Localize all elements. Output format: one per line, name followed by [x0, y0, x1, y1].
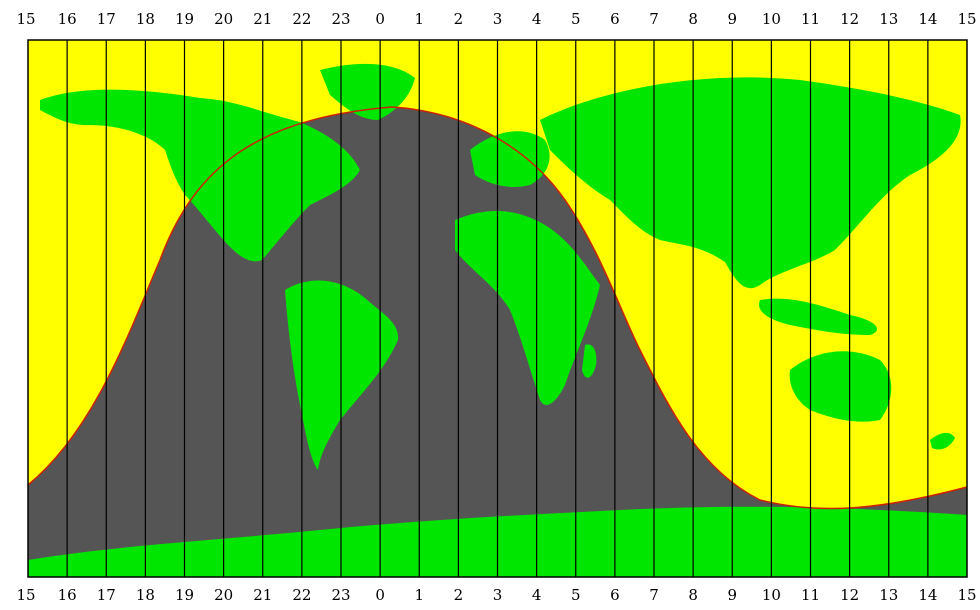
landmass-australia — [789, 351, 892, 422]
bottom-hour-label: 3 — [493, 586, 503, 604]
top-hour-label: 11 — [801, 10, 820, 28]
top-hour-label: 7 — [649, 10, 659, 28]
landmass-greenland — [320, 63, 415, 120]
top-hour-label: 21 — [253, 10, 272, 28]
landmass-indonesia — [759, 298, 878, 335]
top-hour-label: 9 — [727, 10, 737, 28]
time-zone-grid — [66, 40, 929, 577]
top-hour-label: 10 — [762, 10, 781, 28]
bottom-hour-label: 10 — [762, 586, 781, 604]
landmass-asia — [540, 77, 961, 289]
bottom-hour-label: 17 — [97, 586, 116, 604]
bottom-hour-labels: 15 16 17 18 19 20 21 22 23 0 1 2 3 4 5 6 7 8 9 10 11 12 13 14 15 — [16, 586, 976, 604]
bottom-hour-label: 19 — [175, 586, 194, 604]
landmass-north-america — [40, 89, 360, 262]
bottom-hour-label: 5 — [571, 586, 581, 604]
bottom-hour-label: 13 — [879, 586, 898, 604]
bottom-hour-label: 18 — [136, 586, 155, 604]
landmass-new-zealand — [930, 432, 955, 450]
bottom-hour-label: 21 — [253, 586, 272, 604]
top-hour-label: 8 — [688, 10, 698, 28]
top-hour-label: 20 — [214, 10, 233, 28]
bottom-hour-label: 0 — [375, 586, 385, 604]
top-hour-label: 2 — [454, 10, 464, 28]
top-hour-label: 13 — [879, 10, 898, 28]
bottom-hour-label: 1 — [414, 586, 424, 604]
bottom-hour-label: 14 — [918, 586, 937, 604]
top-hour-label: 0 — [375, 10, 385, 28]
top-hour-label: 22 — [292, 10, 311, 28]
top-hour-label: 23 — [331, 10, 350, 28]
top-hour-label: 1 — [414, 10, 424, 28]
landmass-europe — [470, 131, 550, 187]
bottom-hour-label: 11 — [801, 586, 820, 604]
top-hour-label: 15 — [957, 10, 976, 28]
landmass-africa — [455, 210, 600, 405]
terminator-curve — [27, 106, 968, 510]
bottom-hour-label: 7 — [649, 586, 659, 604]
top-hour-label: 15 — [16, 10, 35, 28]
bottom-hour-label: 20 — [214, 586, 233, 604]
top-hour-label: 16 — [58, 10, 77, 28]
top-hour-label: 3 — [493, 10, 503, 28]
map-canvas — [27, 39, 968, 578]
bottom-hour-label: 6 — [610, 586, 620, 604]
bottom-hour-label: 22 — [292, 586, 311, 604]
top-hour-label: 14 — [918, 10, 937, 28]
bottom-hour-label: 16 — [58, 586, 77, 604]
bottom-hour-label: 15 — [957, 586, 976, 604]
top-hour-label: 12 — [840, 10, 859, 28]
landmass-madagascar — [582, 344, 597, 378]
bottom-hour-label: 12 — [840, 586, 859, 604]
top-hour-label: 4 — [532, 10, 542, 28]
top-hour-label: 5 — [571, 10, 581, 28]
bottom-hour-label: 8 — [688, 586, 698, 604]
bottom-hour-label: 23 — [331, 586, 350, 604]
top-hour-labels: 15 16 17 18 19 20 21 22 23 0 1 2 3 4 5 6 7 8 9 10 11 12 13 14 15 — [16, 10, 976, 28]
bottom-hour-label: 4 — [532, 586, 542, 604]
map-frame — [27, 39, 968, 578]
top-hour-label: 17 — [97, 10, 116, 28]
bottom-hour-label: 15 — [16, 586, 35, 604]
bottom-hour-label: 9 — [727, 586, 737, 604]
top-hour-label: 18 — [136, 10, 155, 28]
top-hour-label: 19 — [175, 10, 194, 28]
top-hour-label: 6 — [610, 10, 620, 28]
bottom-hour-label: 2 — [454, 586, 464, 604]
